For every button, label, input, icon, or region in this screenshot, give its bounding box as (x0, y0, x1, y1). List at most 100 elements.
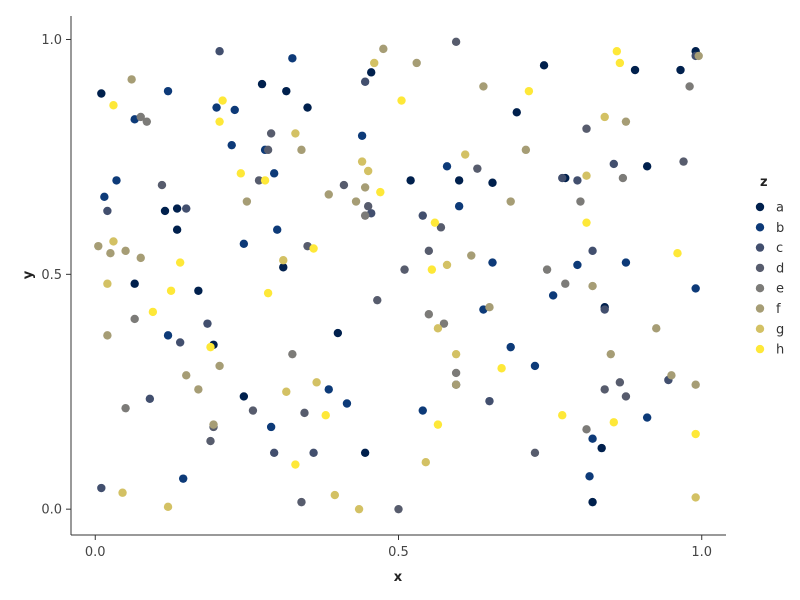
data-point-h (236, 169, 246, 178)
data-point-a (360, 448, 370, 458)
data-point-g (433, 324, 443, 333)
data-point-h (109, 101, 118, 110)
data-point-e (142, 117, 152, 126)
data-point-h (263, 288, 273, 298)
data-point-f (106, 248, 115, 258)
data-point-a (676, 65, 685, 75)
legend-label-h: h (776, 343, 784, 358)
data-point-b (585, 472, 594, 481)
data-point-h (582, 218, 591, 227)
data-point-f (667, 371, 676, 380)
data-point-f (479, 82, 488, 91)
data-point-b (573, 260, 582, 270)
data-point-h (376, 187, 385, 197)
data-point-a (588, 497, 597, 507)
data-point-h (148, 307, 158, 317)
data-point-h (427, 265, 437, 274)
data-point-g (312, 378, 321, 387)
data-point-b (357, 131, 367, 140)
data-point-f (451, 380, 461, 389)
data-point-d (157, 180, 167, 190)
data-point-f (694, 51, 703, 61)
data-point-f (691, 380, 700, 389)
data-point-e (360, 211, 370, 220)
data-point-g (103, 279, 112, 288)
legend-label-f: f (776, 302, 781, 317)
x-axis-title: x (394, 570, 403, 585)
data-point-h (673, 248, 682, 258)
data-point-a (160, 206, 170, 216)
data-point-h (691, 429, 700, 439)
legend-marker-d (755, 263, 765, 273)
data-point-b (691, 284, 700, 293)
data-point-h (524, 86, 534, 96)
data-point-h (612, 47, 622, 56)
data-point-g (118, 488, 127, 497)
data-point-b (212, 103, 221, 112)
data-point-g (279, 256, 288, 265)
data-point-c (145, 394, 155, 403)
data-point-a (488, 178, 497, 187)
data-point-d (254, 176, 264, 185)
data-point-d (266, 129, 276, 138)
data-point-d (473, 164, 482, 173)
ticks: 0.0 0.5 1.0 0.0 0.5 1.0 (41, 33, 712, 560)
data-point-h (433, 420, 443, 429)
y-axis-title: y (21, 270, 36, 279)
data-point-h (321, 411, 330, 420)
x-tick-label: 0.5 (388, 545, 409, 560)
data-point-a (367, 68, 376, 77)
data-point-f (121, 246, 130, 256)
data-point-h (175, 258, 185, 267)
data-point-e (288, 349, 297, 359)
data-point-h (260, 176, 270, 185)
legend-title: z (760, 175, 768, 190)
data-point-c (97, 483, 106, 493)
data-point-h (558, 411, 567, 420)
data-point-b (442, 162, 452, 171)
data-point-f (182, 371, 191, 380)
data-point-h (215, 117, 224, 126)
data-point-e (582, 425, 591, 434)
data-point-d (300, 408, 309, 418)
legend-label-c: c (776, 241, 783, 256)
data-point-b (530, 361, 540, 371)
data-point-b (454, 202, 464, 211)
y-tick-label: 0.5 (41, 268, 62, 283)
data-point-f (588, 281, 597, 291)
data-point-a (642, 162, 652, 171)
y-tick-label: 0.0 (41, 503, 62, 518)
data-point-f (215, 361, 224, 371)
data-point-a (239, 392, 249, 401)
data-point-g (370, 58, 379, 68)
data-point-d (600, 385, 609, 394)
data-point-a (172, 204, 182, 213)
data-point-f (136, 253, 145, 263)
data-point-e (576, 197, 585, 206)
legend-label-b: b (776, 221, 784, 236)
legend-marker-e (755, 284, 765, 293)
data-point-d (424, 246, 434, 256)
data-point-a (630, 65, 640, 75)
data-point-f (521, 145, 531, 155)
data-point-h (206, 342, 215, 352)
x-tick-label: 0.0 (85, 545, 106, 560)
data-point-c (360, 77, 370, 86)
data-point-e (451, 368, 461, 378)
data-point-b (642, 413, 652, 422)
data-point-f (606, 349, 615, 359)
data-point-b (163, 86, 173, 96)
data-point-e (439, 319, 449, 328)
data-point-f (324, 190, 333, 199)
legend-label-g: g (776, 322, 784, 337)
data-point-h (430, 218, 440, 227)
legend-marker-a (755, 202, 765, 212)
data-point-b (227, 140, 236, 150)
data-point-a (279, 263, 288, 272)
data-point-h (218, 96, 227, 105)
data-point-a (333, 328, 343, 338)
data-point-g (163, 502, 173, 512)
data-point-b (418, 406, 427, 415)
